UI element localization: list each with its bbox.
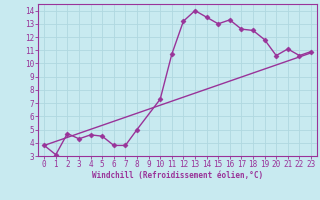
X-axis label: Windchill (Refroidissement éolien,°C): Windchill (Refroidissement éolien,°C) xyxy=(92,171,263,180)
